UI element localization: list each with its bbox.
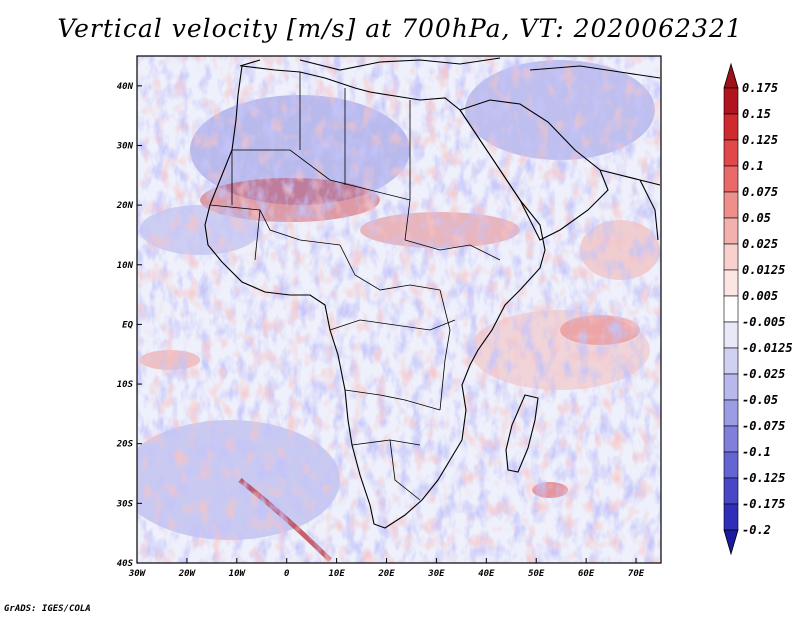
lat-tick-label: 40S [117, 559, 134, 569]
colorbar-swatch [723, 399, 739, 427]
colorbar-label: -0.005 [742, 315, 785, 329]
lat-tick-label: 20S [116, 440, 134, 450]
colorbar-label: 0.15 [742, 107, 771, 121]
lon-tick-label: 30E [427, 569, 445, 579]
colorbar-label: -0.025 [742, 367, 785, 381]
colorbar-label: 0.0125 [742, 263, 785, 277]
colorbar-top-arrow [723, 62, 739, 89]
colorbar-label: 0.175 [742, 81, 778, 95]
colorbar-swatch [723, 451, 739, 479]
arabia-coast [459, 99, 609, 241]
velocity-field [137, 56, 661, 563]
colorbar-label: -0.0125 [742, 341, 793, 355]
colorbar-label: 0.125 [742, 133, 778, 147]
colorbar-label: -0.175 [742, 497, 785, 511]
colorbar-swatch [723, 243, 739, 271]
colorbar-label: -0.1 [742, 445, 771, 459]
colorbar-swatch [723, 191, 739, 219]
colorbar: 0.175 0.15 0.125 0.1 0.075 0.05 0.025 0.0125 0.0… [723, 62, 793, 556]
colorbar-swatch [723, 217, 739, 245]
lat-tick-label: 30N [116, 141, 134, 151]
lon-tick-label: 40E [478, 569, 495, 579]
lon-tick-label: 50E [528, 569, 545, 579]
europe-coast [239, 57, 501, 71]
madagascar-coast [505, 394, 539, 473]
india-coast [639, 179, 659, 241]
africa-coast [204, 65, 546, 529]
colorbar-swatch [723, 87, 739, 115]
colorbar-swatch [723, 373, 739, 401]
lon-tick-label: 20E [377, 569, 395, 579]
lat-tick-label: 20N [116, 201, 134, 211]
lat-tick-label: 10N [117, 261, 134, 271]
colorbar-swatch [723, 139, 739, 167]
longitude-axis: 30W 20W 10W 0 10E 20E 30E 40E 50E 60E 70E [128, 558, 645, 579]
colorbar-swatch [723, 425, 739, 453]
lon-tick-label: 60E [578, 569, 595, 579]
coastlines [204, 57, 661, 529]
lat-tick-label: EQ [122, 320, 133, 330]
country-borders [209, 72, 501, 501]
map-frame [136, 55, 662, 564]
colorbar-swatch [723, 269, 739, 297]
lon-tick-label: 10E [328, 569, 345, 579]
colorbar-label: -0.2 [742, 523, 771, 537]
colorbar-label: -0.075 [742, 419, 785, 433]
lon-tick-label: 70E [628, 569, 645, 579]
colorbar-swatch [723, 347, 739, 375]
colorbar-label: 0.005 [742, 289, 778, 303]
latitude-axis: 40N 30N 20N 10N EQ 10S 20S 30S 40S [116, 82, 142, 569]
lon-tick-label: 30W [128, 569, 147, 579]
colorbar-label: 0.05 [742, 211, 771, 225]
colorbar-swatch [723, 503, 739, 531]
colorbar-label: 0.025 [742, 237, 778, 251]
lon-tick-label: 0 [284, 569, 290, 579]
colorbar-label: 0.075 [742, 185, 778, 199]
colorbar-bottom-arrow [723, 529, 739, 556]
colorbar-label: 0.1 [742, 159, 764, 173]
footer-credit: GrADS: IGES/COLA [4, 604, 91, 614]
lat-tick-label: 40N [117, 82, 134, 92]
colorbar-label: -0.05 [742, 393, 778, 407]
colorbar-swatch [723, 113, 739, 141]
lon-tick-label: 20W [178, 569, 197, 579]
colorbar-swatch [723, 295, 739, 323]
lat-tick-label: 30S [116, 499, 134, 509]
colorbar-swatch [723, 321, 739, 349]
colorbar-swatch [723, 477, 739, 505]
chart-title: Vertical velocity [m/s] at 700hPa, VT: 2… [57, 14, 743, 43]
colorbar-swatch [723, 165, 739, 193]
colorbar-label: -0.125 [742, 471, 785, 485]
lon-tick-label: 10W [229, 569, 247, 579]
lat-tick-label: 10S [117, 380, 134, 390]
